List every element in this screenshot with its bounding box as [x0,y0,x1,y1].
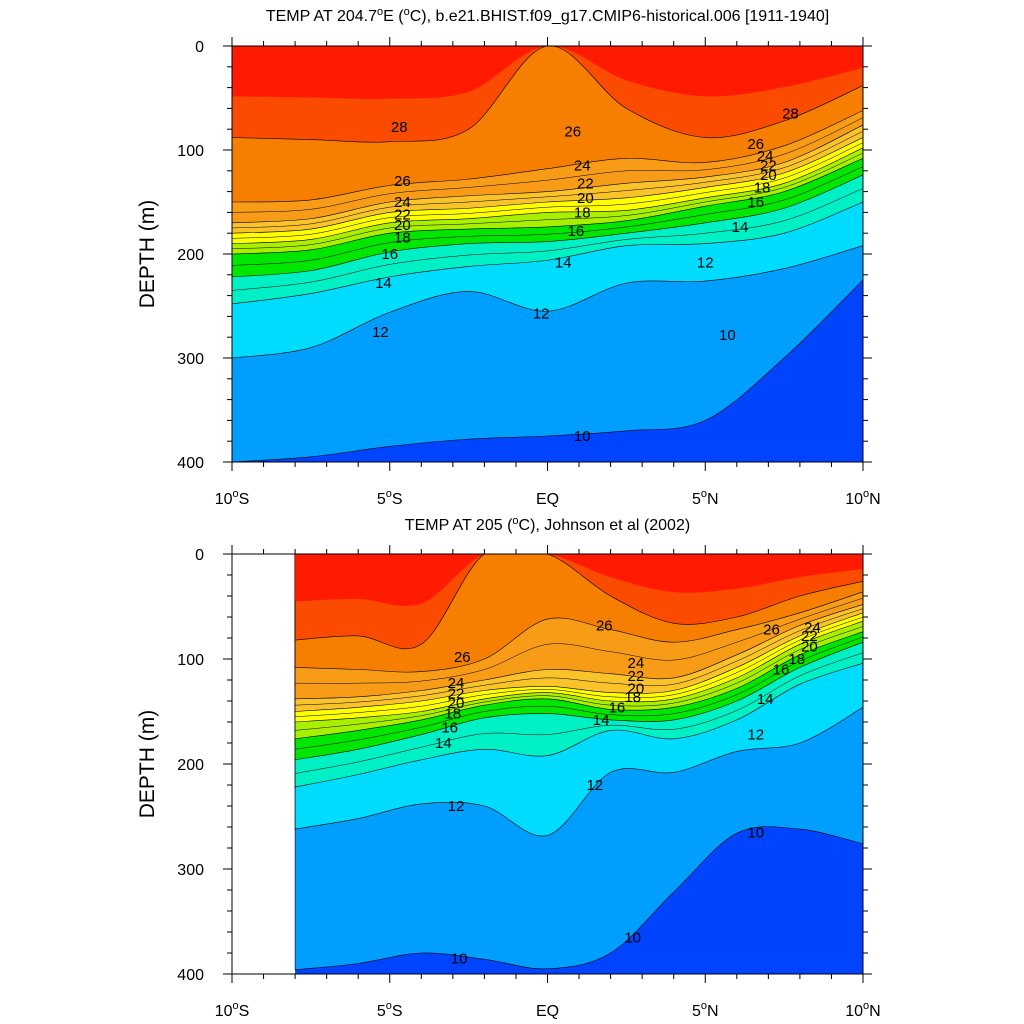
contour-line [295,608,863,706]
contour-label: 16 [609,699,626,716]
x-tick-label: EQ [536,1003,559,1020]
contour-label: 20 [760,167,777,184]
contour-label: 16 [381,246,398,263]
contour-label: 22 [448,686,465,703]
y-tick-label: 400 [177,455,204,472]
y-tick-label: 100 [177,143,204,160]
contour-fill [232,46,863,462]
contour-line [232,166,863,266]
contour-label: 14 [757,691,774,708]
x-tick-label: 5oS [377,1000,403,1020]
contour-label: 24 [804,620,821,637]
x-tick-label: 10oS [215,488,250,508]
contour-label: 26 [763,622,780,639]
contour-line [295,616,863,717]
y-tick-label: 300 [177,351,204,368]
band-above-28 [295,554,863,607]
x-tick-label: 5oS [377,488,403,508]
contour-label: 28 [782,106,799,123]
contour-label: 10 [624,929,641,946]
contour-label: 16 [568,223,585,240]
contour-label: 20 [801,638,818,655]
y-tick-label: 300 [177,862,204,879]
contour-label: 18 [624,689,641,706]
contour-label: 12 [372,324,389,341]
y-tick-label: 100 [177,652,204,669]
contour-line [232,188,863,291]
x-tick-label: 10oN [845,1000,880,1020]
contour-label: 14 [375,275,392,292]
contour-label: 18 [394,229,411,246]
contour-label: 20 [394,217,411,234]
contour-line [295,626,863,731]
contour-line [232,131,863,229]
contour-label: 12 [533,305,550,322]
contour-label: 24 [448,675,465,692]
contour-line [232,117,863,213]
contour-label: 16 [441,719,458,736]
y-tick-label: 200 [177,247,204,264]
contour-label: 18 [445,706,462,723]
contour-label: 10 [451,950,468,967]
y-axis-title: DEPTH (m) [136,200,159,309]
contour-label: 14 [435,735,452,752]
contour-fill [294,554,863,974]
y-axis-title: DEPTH (m) [136,710,159,819]
y-tick-label: 0 [195,547,204,564]
x-tick-label: 10oS [215,1000,250,1020]
contour-label: 22 [627,668,644,685]
contour-label: 14 [555,254,572,271]
contour-line [295,652,863,774]
contour-label: 22 [801,628,818,645]
contour-label: 12 [747,727,764,744]
contour-label: 22 [394,206,411,223]
x-tick-label: 10oN [845,488,880,508]
contour-label: 26 [747,136,764,153]
contour-label: 18 [754,179,771,196]
contour-label: 24 [574,158,591,175]
contour-label: 28 [391,119,408,136]
contour-line [232,152,863,250]
contour-label: 26 [596,617,613,634]
contour-label: 16 [747,194,764,211]
contour-label: 12 [697,254,714,271]
contour-label: 18 [788,651,805,668]
panel-title: TEMP AT 205 (oC), Johnson et al (2002) [405,515,690,534]
contour-label: 24 [627,655,644,672]
y-tick-label: 400 [177,967,204,984]
x-tick-label: 5oN [692,1000,719,1020]
contour-label: 12 [586,777,603,794]
contour-label: 24 [394,194,411,211]
contour-label: 10 [574,428,591,445]
x-tick-label: 5oN [692,488,719,508]
contour-label: 24 [757,148,774,165]
contour-label: 12 [448,798,465,815]
y-tick-label: 200 [177,757,204,774]
contour-label: 22 [577,175,594,192]
contour-label: 20 [577,190,594,207]
contour-line [232,142,863,239]
contour-label: 16 [773,662,790,679]
x-tick-label: EQ [536,491,559,508]
chart-panel-1: 2828262626242424222222202020181818161616… [136,6,881,508]
contour-label: 14 [732,219,749,236]
contour-label: 22 [760,158,777,175]
contour-label: 26 [394,173,411,190]
contour-line [295,636,863,750]
contour-line [295,597,863,684]
contour-label: 26 [564,123,581,140]
contour-label: 20 [627,680,644,697]
y-tick-label: 0 [195,39,204,56]
contour-label: 26 [454,649,471,666]
panel-title: TEMP AT 204.7oE (oC), b.e21.BHIST.f09_g1… [266,6,829,25]
contour-label: 14 [593,712,610,729]
contour-label: 10 [719,327,736,344]
band-above-28 [232,46,863,99]
contour-label: 18 [574,204,591,221]
contour-label: 20 [448,695,465,712]
contour-label: 10 [747,824,764,841]
